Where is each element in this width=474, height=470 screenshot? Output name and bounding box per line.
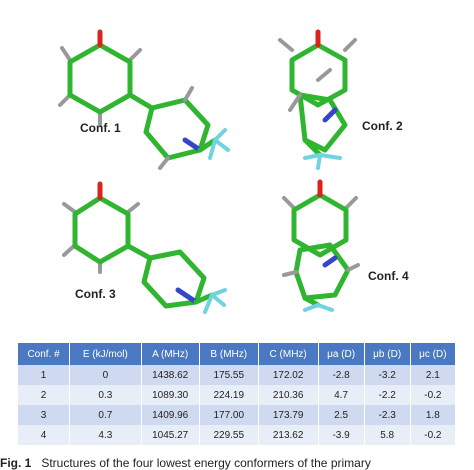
table-cell: -2.8 [318, 365, 365, 385]
table-cell: -2.3 [364, 405, 411, 425]
header-cell: Conf. # [18, 343, 71, 365]
table-cell: 2.5 [318, 405, 365, 425]
table-cell: 172.02 [258, 365, 319, 385]
table-cell: -3.2 [364, 365, 411, 385]
table-cell: 0.7 [69, 405, 142, 425]
table-cell: 2 [18, 385, 71, 405]
molecule-1 [58, 29, 230, 170]
caption-text: Structures of the four lowest energy con… [41, 456, 371, 470]
table-cell: 4.7 [318, 385, 365, 405]
caption: Fig. 1 Structures of the four lowest ener… [0, 456, 371, 470]
table-cell: 5.8 [364, 425, 411, 445]
conformer-label: Conf. 3 [75, 287, 116, 301]
header-cell: μc (D) [410, 343, 457, 365]
table-cell: 210.36 [258, 385, 319, 405]
table-cell: 1089.30 [141, 385, 200, 405]
table-row: 4 4.3 1045.27 229.55 213.62 -3.9 5.8 -0.2 [18, 425, 457, 445]
table-cell: 1045.27 [141, 425, 200, 445]
table-cell: 173.79 [258, 405, 319, 425]
table-cell: -3.9 [318, 425, 365, 445]
table-cell: 224.19 [199, 385, 259, 405]
table-cell: -0.2 [410, 425, 457, 445]
header-cell: B (MHz) [199, 343, 259, 365]
table-cell: 3 [18, 405, 71, 425]
table-cell: 1.8 [410, 405, 457, 425]
table-cell: 1 [18, 365, 71, 385]
molecule-4 [282, 179, 360, 312]
header-cell: C (MHz) [258, 343, 319, 365]
molecule-2 [278, 29, 357, 170]
molecules: Conf. 1 Conf. 2 Conf. 3 Conf. 4 [58, 29, 409, 314]
table-row: 3 0.7 1409.96 177.00 173.79 2.5 -2.3 1.8 [18, 405, 457, 425]
table-cell: 0 [69, 365, 142, 385]
table-cell: 4.3 [69, 425, 142, 445]
molecule-3 [62, 181, 227, 314]
table-cell: 2.1 [410, 365, 457, 385]
header-cell: μa (D) [318, 343, 365, 365]
table-cell: 1438.62 [141, 365, 200, 385]
table-row: 1 0 1438.62 175.55 172.02 -2.8 -3.2 2.1 [18, 365, 457, 385]
conformer-label: Conf. 4 [368, 269, 409, 283]
table-cell: 177.00 [199, 405, 259, 425]
table-cell: 4 [18, 425, 71, 445]
header-cell: E (kJ/mol) [69, 343, 142, 365]
table-cell: 0.3 [69, 385, 142, 405]
table-cell: -2.2 [364, 385, 411, 405]
table-row: 2 0.3 1089.30 224.19 210.36 4.7 -2.2 -0.2 [18, 385, 457, 405]
conformer-label: Conf. 1 [80, 121, 121, 135]
table-cell: 1409.96 [141, 405, 200, 425]
data-table: Conf. # E (kJ/mol) A (MHz) B (MHz) C (MHz) μa… [18, 343, 457, 445]
table-cell: 175.55 [199, 365, 259, 385]
table-cell: -0.2 [410, 385, 457, 405]
caption-number: Fig. 1 [0, 456, 32, 470]
header-cell: μb (D) [364, 343, 411, 365]
header-cell: A (MHz) [141, 343, 200, 365]
conformer-label: Conf. 2 [362, 119, 403, 133]
table-cell: 213.62 [258, 425, 319, 445]
table-cell: 229.55 [199, 425, 259, 445]
